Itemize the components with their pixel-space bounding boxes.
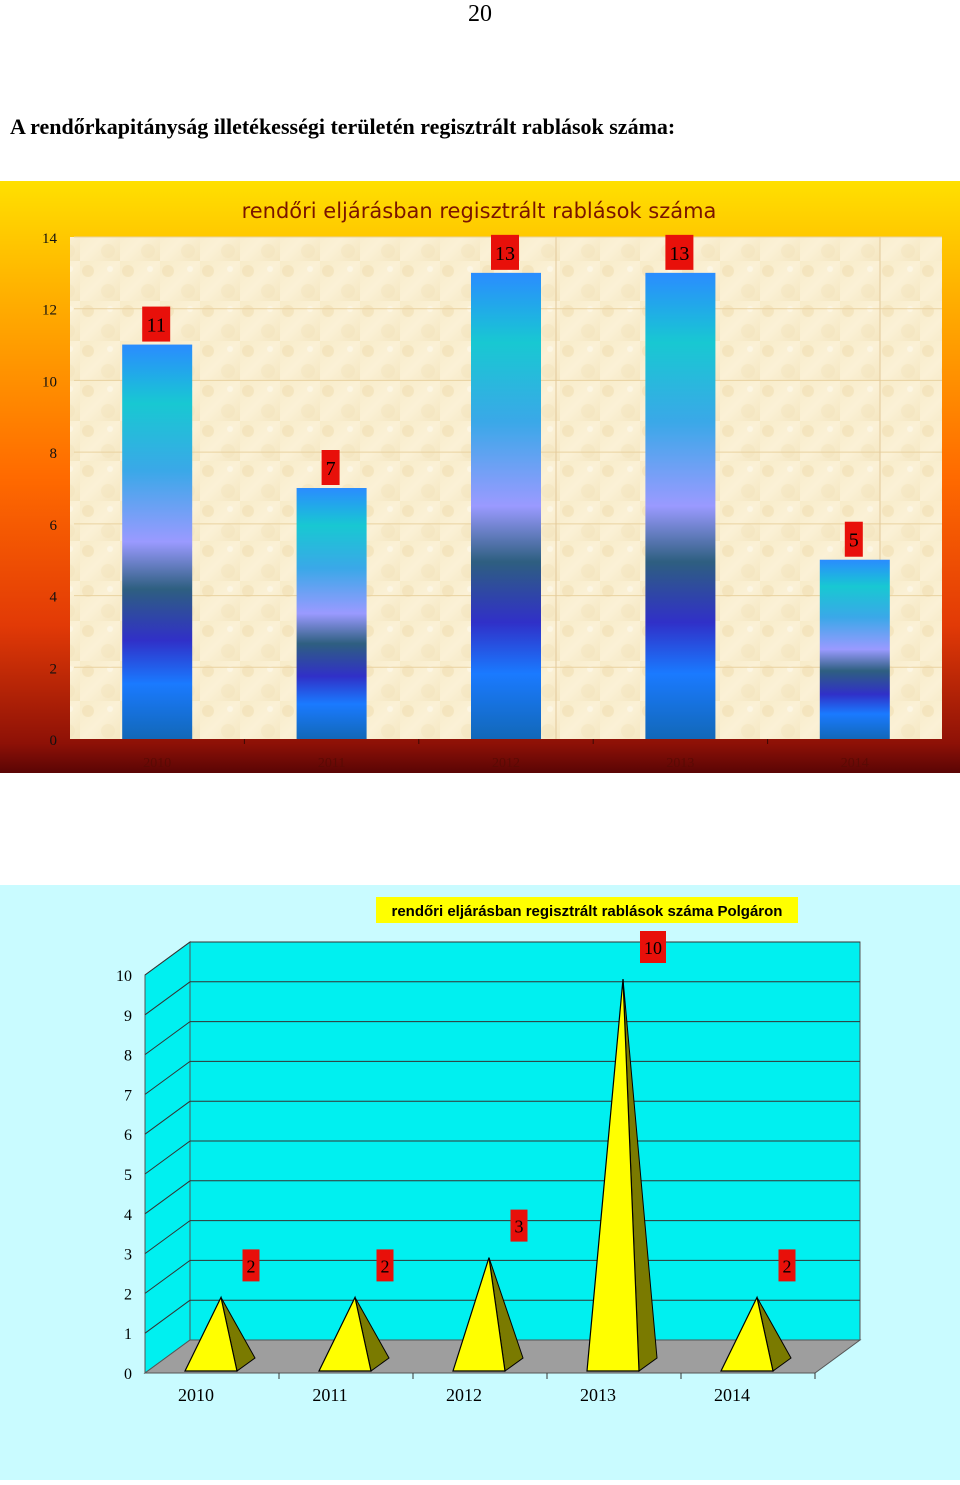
gridline-side [144, 981, 191, 1016]
x-tick-label: 2014 [841, 756, 869, 771]
data-label-box [321, 450, 340, 485]
chart-title-box [376, 897, 798, 923]
x-tick-label: 2010 [178, 1385, 214, 1405]
gridline-side [144, 1140, 191, 1175]
x-tick-label: 2011 [312, 1385, 347, 1405]
y-tick-label: 6 [50, 518, 58, 534]
y-tick-label: 5 [124, 1167, 132, 1184]
data-label-box [491, 234, 519, 270]
page-number: 20 [468, 1, 492, 27]
x-axis-ticks: 2010 2011 2012 2013 2014 [143, 739, 869, 771]
chart-title: rendőri eljárásban regisztrált rablások … [242, 199, 717, 223]
data-label: 2 [783, 1256, 792, 1276]
pyramid-face [586, 978, 640, 1372]
chart-title: rendőri eljárásban regisztrált rablások … [392, 903, 783, 920]
y-tick-label: 4 [50, 590, 58, 606]
data-label: 11 [147, 315, 166, 337]
y-tick-label: 0 [124, 1366, 132, 1383]
y-tick-label: 3 [124, 1247, 132, 1264]
chart-robberies-polgar-svg: rendőri eljárásban regisztrált rablások … [116, 897, 862, 1405]
x-axis-ticks: 2010 2011 2012 2013 2014 [178, 1373, 816, 1405]
data-label: 7 [326, 458, 336, 480]
y-tick-label: 8 [50, 446, 58, 462]
pyramids [184, 978, 792, 1372]
y-tick-label: 6 [124, 1127, 132, 1144]
gridline-side [144, 1299, 191, 1334]
gridline-side [144, 1060, 191, 1095]
x-tick-label: 2014 [714, 1385, 750, 1405]
gridlines [144, 941, 860, 1334]
data-label-box [665, 234, 694, 270]
y-tick-label: 10 [116, 968, 132, 985]
data-labels: 2 2 3 10 2 [242, 931, 796, 1282]
x-tick-label: 2010 [143, 756, 171, 771]
gridline-side [144, 941, 191, 976]
y-axis-ticks: 0 2 4 6 8 10 12 14 [42, 231, 58, 749]
data-label-box [640, 931, 666, 963]
data-label-box [242, 1249, 260, 1282]
y-tick-label: 1 [124, 1326, 132, 1343]
bar [122, 344, 193, 739]
data-label: 2 [247, 1256, 256, 1276]
data-label: 10 [644, 938, 662, 958]
chart-robberies-district: 0 2 4 6 8 10 12 14 11 7 13 13 5 2010 2011 2012 2013 201… [0, 181, 960, 773]
gridline-side [144, 1220, 191, 1255]
pyramid-face [452, 1257, 506, 1372]
x-tick-label: 2012 [492, 756, 520, 771]
x-tick-label: 2011 [318, 756, 345, 771]
y-tick-label: 2 [124, 1286, 132, 1303]
x-tick-label: 2013 [580, 1385, 616, 1405]
x-tick-label: 2013 [666, 756, 694, 771]
data-label-box [844, 521, 863, 557]
bar [471, 272, 541, 739]
y-tick-label: 12 [42, 303, 57, 319]
y-tick-label: 10 [42, 374, 57, 390]
y-tick-label: 14 [42, 231, 58, 247]
data-label-box [510, 1209, 528, 1242]
bar [296, 488, 367, 739]
data-label: 3 [515, 1217, 524, 1237]
pyramid-face [184, 1295, 238, 1372]
page-heading: A rendőrkapitányság illetékességi terüle… [10, 114, 676, 139]
y-tick-label: 2 [50, 661, 58, 677]
data-label-box [376, 1249, 394, 1282]
data-label: 2 [381, 1256, 390, 1276]
pyramid-face [720, 1295, 774, 1372]
bar [819, 559, 890, 739]
y-tick-label: 9 [124, 1008, 132, 1025]
y-axis-ticks: 0 1 2 3 4 5 6 7 8 9 10 [116, 968, 132, 1383]
gridline-side [144, 1259, 191, 1294]
data-label-box [142, 306, 171, 342]
data-label: 13 [495, 243, 515, 265]
bars [122, 272, 890, 739]
bar [645, 272, 716, 739]
gridline-side [144, 1180, 191, 1215]
y-tick-label: 8 [124, 1048, 132, 1065]
gridline-side [144, 1100, 191, 1135]
pyramid-face [318, 1295, 372, 1372]
gridline-side [144, 1021, 191, 1056]
data-label: 5 [849, 530, 859, 552]
data-label: 13 [669, 243, 689, 265]
data-label-box [778, 1249, 796, 1282]
x-tick-label: 2012 [446, 1385, 482, 1405]
y-tick-label: 7 [124, 1087, 132, 1104]
y-tick-label: 0 [50, 733, 58, 749]
chart-robberies-polgar: rendőri eljárásban regisztrált rablások … [0, 885, 960, 1480]
data-labels: 11 7 13 13 5 [142, 234, 863, 557]
y-tick-label: 4 [124, 1207, 132, 1224]
